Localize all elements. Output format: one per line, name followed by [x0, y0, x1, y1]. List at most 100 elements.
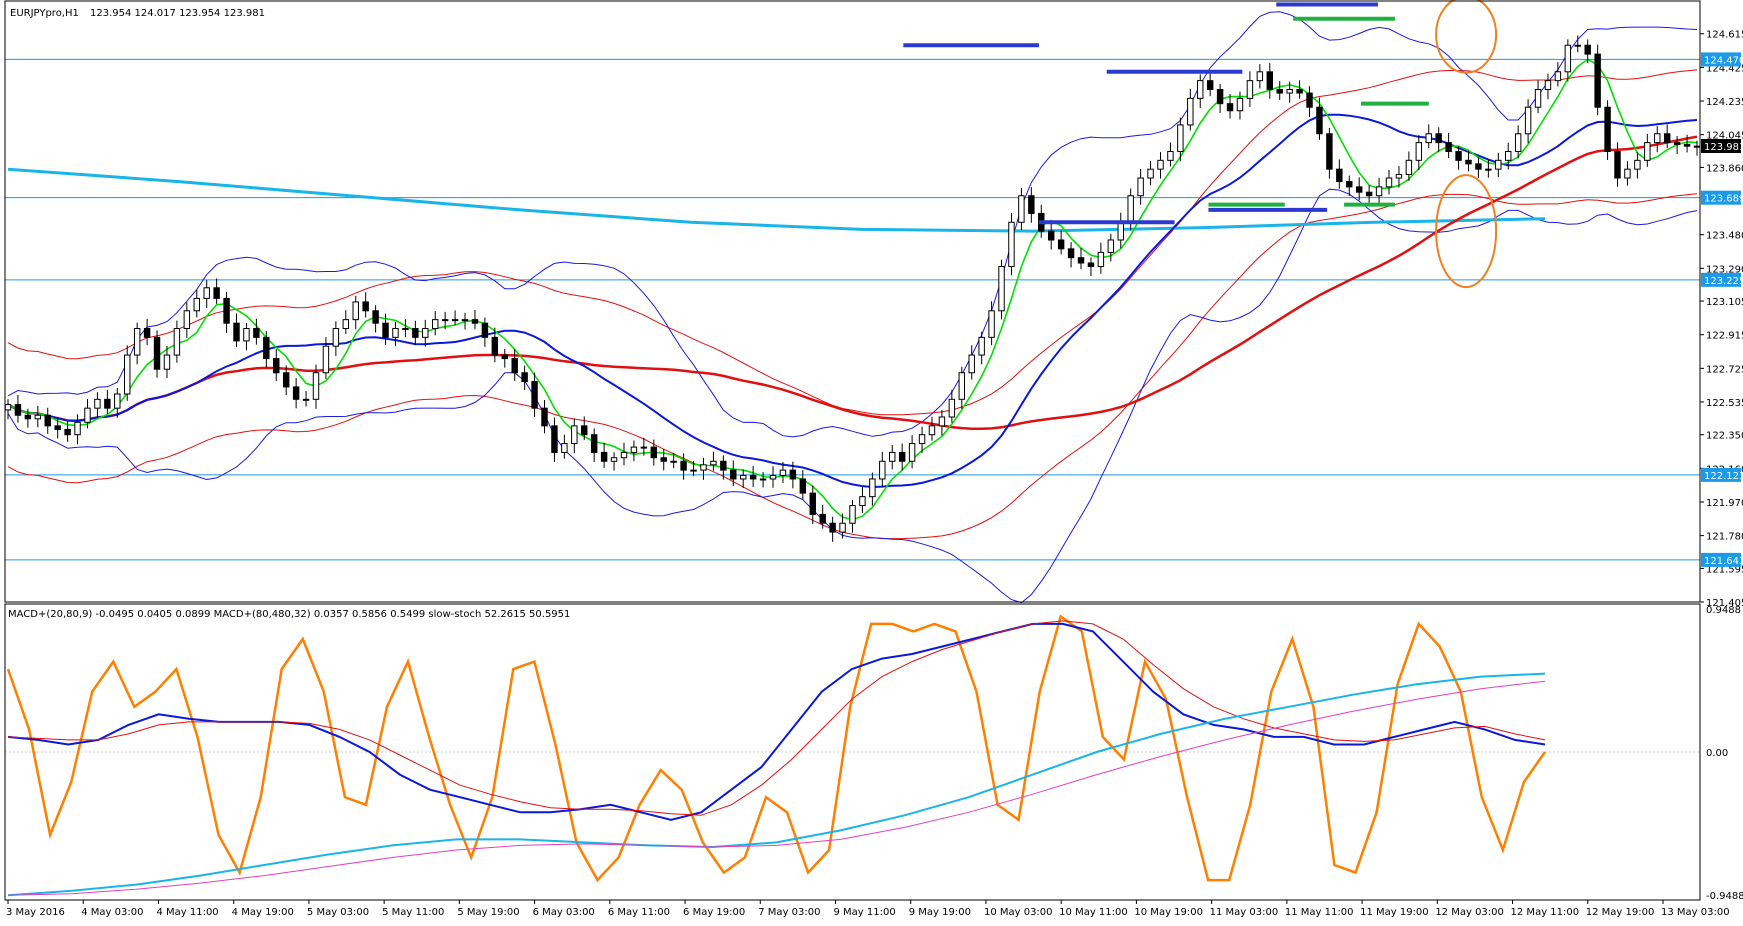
price-panel: [4, 0, 1701, 604]
candle-body: [1405, 159, 1413, 175]
candle-body: [1514, 133, 1522, 152]
candle-body: [620, 451, 628, 459]
candle-body: [769, 474, 777, 480]
candle-body: [372, 310, 379, 324]
price-axis-label: 123.860: [1706, 163, 1743, 174]
ma-long-line: [7, 135, 1698, 430]
level-price-tag: [1701, 467, 1741, 482]
time-axis-label: 5 May 03:00: [307, 907, 369, 918]
candle-body: [749, 474, 757, 480]
candle-body: [273, 358, 280, 374]
candle-body: [312, 372, 320, 400]
candle-body: [1604, 106, 1611, 152]
envelope-upper-line: [7, 69, 1698, 416]
level-price-tag-label: 124.470: [1704, 55, 1743, 66]
annotation-ellipse-bottom: [1435, 174, 1498, 289]
oscillator-axis-label: 0.00: [1706, 748, 1728, 759]
candle-body: [1485, 168, 1492, 171]
candle-body: [1614, 150, 1621, 179]
candle-body: [739, 474, 747, 480]
candle-body: [133, 327, 141, 356]
price-axis-label: 123.480: [1706, 231, 1743, 242]
price-axis-label: 122.725: [1706, 364, 1743, 375]
candle-body: [938, 416, 946, 427]
candle-body: [928, 425, 936, 436]
candle-body: [908, 443, 916, 462]
candle-body: [441, 319, 449, 322]
candle-body: [918, 434, 926, 445]
candle-body: [1107, 239, 1115, 253]
candle-body: [1554, 71, 1562, 82]
oscillator-panel-title: MACD+(20,80,9) -0.0495 0.0405 0.0899 MAC…: [8, 609, 570, 620]
candle-body: [481, 322, 489, 338]
candle-body: [1624, 168, 1631, 179]
candle-body: [1445, 142, 1452, 152]
candle-body: [392, 327, 399, 338]
candle-body: [1276, 89, 1283, 94]
candle-body: [859, 496, 866, 507]
candle-body: [352, 301, 359, 321]
candle-body: [879, 460, 886, 480]
time-axis-label: 4 May 19:00: [232, 907, 294, 918]
candle-body: [571, 425, 578, 445]
time-axis-label: 12 May 19:00: [1586, 907, 1655, 918]
candle-body: [471, 319, 479, 324]
candle-body: [1167, 150, 1174, 161]
axes: 124.615 124.425 124.235 124.045 123.860 123.4…: [4, 0, 1743, 918]
candle-body: [1465, 159, 1472, 165]
candle-body: [223, 297, 230, 324]
candle-body: [670, 460, 677, 463]
oscillator-axis-label: 0.9488: [1706, 605, 1741, 616]
candle-body: [1226, 103, 1234, 112]
time-axis-label: 11 May 19:00: [1360, 907, 1429, 918]
time-axis-label: 9 May 19:00: [909, 907, 971, 918]
candle-body: [1216, 89, 1224, 105]
time-axis-label: 10 May 19:00: [1134, 907, 1203, 918]
candle-body: [153, 336, 161, 370]
candle-body: [531, 381, 538, 409]
price-axis-label: 124.615: [1706, 30, 1743, 41]
candle-body: [1435, 133, 1442, 144]
candle-body: [1564, 44, 1572, 73]
candle-body: [1673, 142, 1681, 145]
level-price-tag: [1701, 52, 1741, 67]
candle-body: [1246, 80, 1254, 99]
candle-body: [501, 354, 508, 360]
candle-body: [491, 336, 499, 356]
price-axis-label: 122.535: [1706, 398, 1743, 409]
candle-body: [551, 425, 558, 453]
candle-body: [213, 287, 220, 299]
candle-body: [1028, 195, 1035, 214]
price-axis-label: 122.915: [1706, 331, 1743, 342]
candle-body: [610, 457, 618, 462]
candle-body: [1147, 168, 1154, 179]
candle-body: [710, 460, 717, 466]
candle-body: [233, 322, 240, 342]
candle-body: [302, 398, 310, 401]
ma-480-line: [7, 167, 1546, 233]
candle-body: [243, 327, 250, 342]
candle-body: [1524, 106, 1532, 135]
candle-body: [263, 336, 270, 360]
candle-body: [193, 297, 200, 312]
time-axis-label: 5 May 11:00: [382, 907, 444, 918]
candle-body: [1157, 159, 1164, 170]
candle-body: [600, 451, 608, 462]
candle-body: [451, 319, 459, 322]
candle-body: [292, 386, 300, 400]
candle-body: [958, 372, 966, 400]
candle-body: [253, 327, 260, 338]
envelope-lower-line: [7, 193, 1698, 540]
candle-body: [362, 301, 369, 312]
candle-body: [898, 451, 906, 462]
time-axis-label: 11 May 03:00: [1210, 907, 1279, 918]
candle-body: [1206, 80, 1214, 91]
candle-body: [114, 393, 121, 409]
ma-mid-line: [7, 113, 1698, 489]
candle-body: [839, 522, 846, 533]
price-axis-label: 123.290: [1706, 264, 1743, 275]
candle-body: [84, 407, 91, 423]
candle-body: [988, 310, 995, 338]
